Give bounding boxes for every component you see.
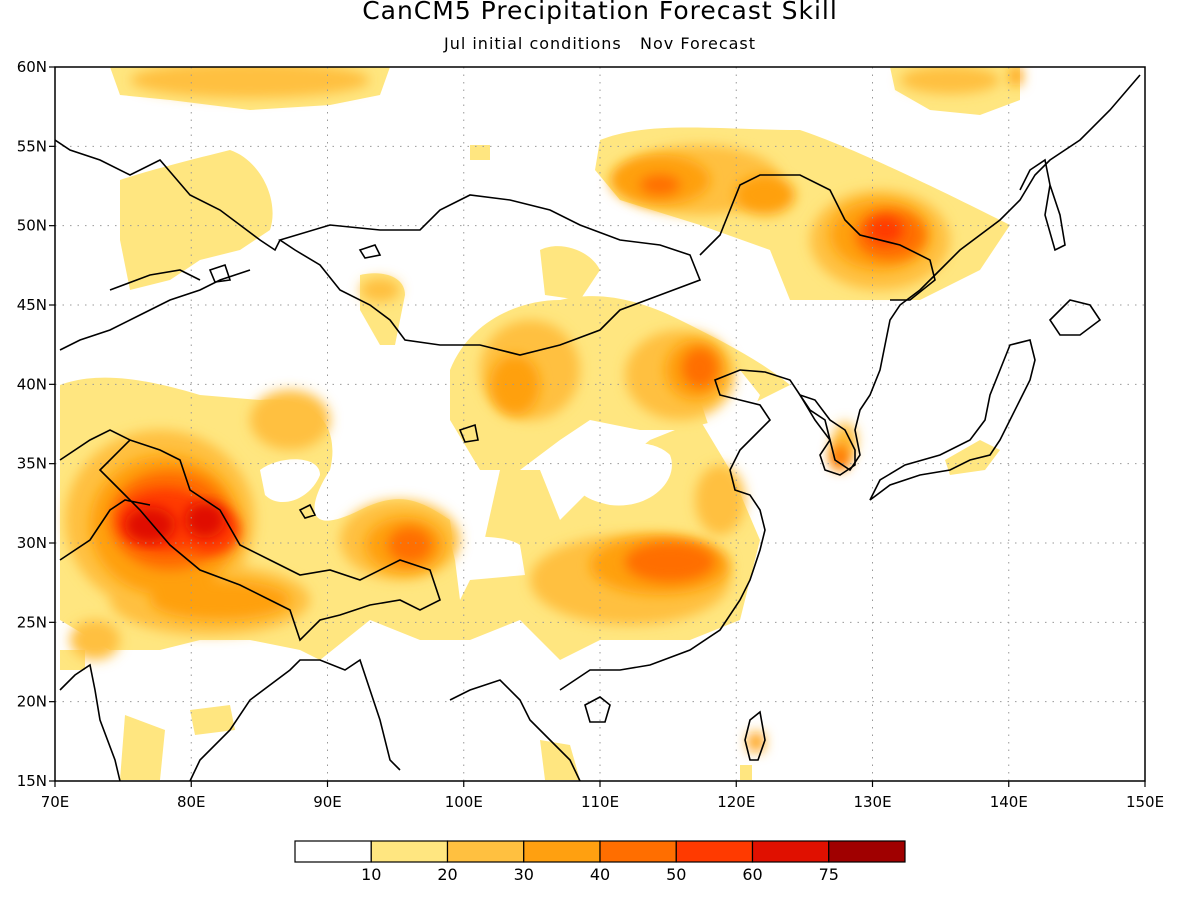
pakistan-border bbox=[59, 429, 151, 561]
lat-tick-label: 55N bbox=[17, 137, 47, 155]
hokkaido-coast bbox=[1048, 299, 1102, 336]
colorbar-label: 50 bbox=[666, 865, 686, 884]
skill-band-10-20 bbox=[60, 67, 1020, 780]
colorbar-swatch bbox=[751, 840, 830, 863]
colorbar-label: 40 bbox=[590, 865, 610, 884]
sakhalin-coast bbox=[1019, 158, 1066, 252]
lon-tick-label: 150E bbox=[1126, 793, 1164, 811]
lat-tick-label: 40N bbox=[17, 375, 47, 393]
south-asia-coast bbox=[59, 74, 1141, 781]
colorbar-swatch bbox=[599, 840, 677, 863]
lon-tick-label: 100E bbox=[445, 793, 483, 811]
lon-tick-label: 130E bbox=[853, 793, 891, 811]
lon-tick-label: 140E bbox=[990, 793, 1028, 811]
lat-tick-label: 45N bbox=[17, 296, 47, 314]
colorbar-label: 20 bbox=[437, 865, 457, 884]
skill-holes bbox=[260, 370, 760, 580]
colorbar-swatch bbox=[828, 840, 906, 863]
lat-tick-label: 60N bbox=[17, 58, 47, 76]
lon-tick-label: 80E bbox=[177, 793, 206, 811]
taiwan-coast bbox=[744, 710, 766, 761]
colorbar-swatch bbox=[370, 840, 449, 863]
lat-tick-label: 30N bbox=[17, 534, 47, 552]
lake-outlines bbox=[208, 244, 479, 519]
colorbar: 10 20 30 40 50 60 75 bbox=[294, 840, 906, 884]
lon-tick-label: 120E bbox=[717, 793, 755, 811]
colorbar-label: 75 bbox=[819, 865, 839, 884]
japan-coast bbox=[869, 339, 1036, 501]
skill-shading bbox=[60, 67, 1022, 780]
coastlines-and-borders bbox=[55, 74, 1141, 781]
korea-coast bbox=[798, 393, 856, 476]
colorbar-swatch bbox=[675, 840, 754, 863]
lat-tick-label: 50N bbox=[17, 217, 47, 235]
lat-tick-label: 20N bbox=[17, 693, 47, 711]
lat-tick-label: 35N bbox=[17, 455, 47, 473]
lon-tick-label: 110E bbox=[581, 793, 619, 811]
colorbar-swatch bbox=[523, 840, 601, 863]
lon-tick-labels: 70E 80E 90E 100E 110E 120E 130E 140E 150E bbox=[41, 781, 1164, 811]
lon-tick-label: 70E bbox=[41, 793, 70, 811]
lat-tick-label: 25N bbox=[17, 613, 47, 631]
colorbar-swatch bbox=[446, 840, 525, 863]
colorbar-swatch bbox=[294, 840, 372, 863]
mongolia-border bbox=[278, 194, 702, 356]
lon-tick-label: 90E bbox=[313, 793, 342, 811]
colorbar-label: 10 bbox=[361, 865, 381, 884]
skill-band-60-75 bbox=[125, 502, 225, 543]
himalaya-border bbox=[98, 439, 441, 642]
lat-tick-labels: 15N 20N 25N 30N 35N 40N 45N 50N 55N 60N bbox=[17, 58, 55, 790]
colorbar-label: 30 bbox=[514, 865, 534, 884]
hainan-coast bbox=[584, 696, 611, 723]
chart-subtitle: Jul initial conditions Nov Forecast bbox=[443, 34, 757, 53]
chart-title: CanCM5 Precipitation Forecast Skill bbox=[362, 0, 838, 25]
ne-china-border bbox=[699, 174, 936, 301]
lat-tick-label: 15N bbox=[17, 772, 47, 790]
colorbar-label: 60 bbox=[742, 865, 762, 884]
